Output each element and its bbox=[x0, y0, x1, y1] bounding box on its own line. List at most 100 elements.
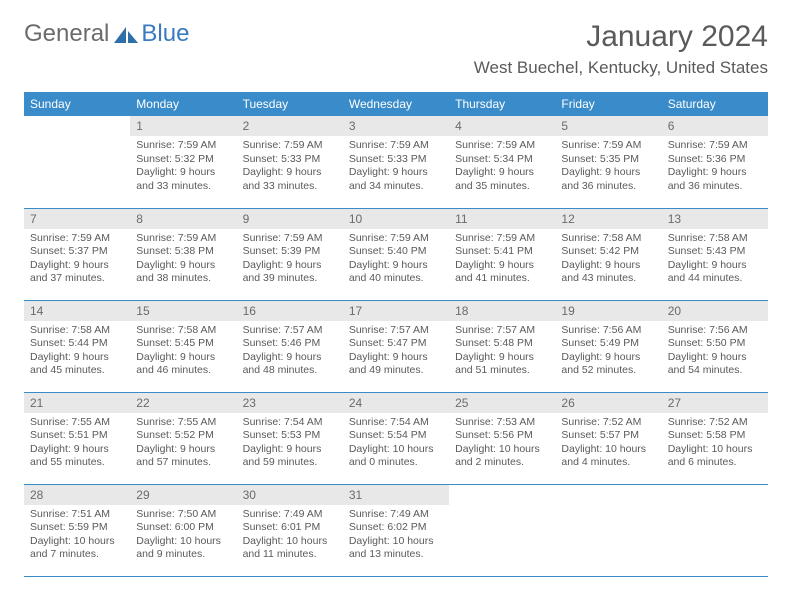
sunset-text: Sunset: 5:52 PM bbox=[136, 429, 230, 443]
day-number: 15 bbox=[130, 301, 236, 321]
day-details: Sunrise: 7:51 AMSunset: 5:59 PMDaylight:… bbox=[24, 505, 130, 569]
sunrise-text: Sunrise: 7:59 AM bbox=[136, 139, 230, 153]
day-cell: 22 Sunrise: 7:55 AMSunset: 5:52 PMDayligh… bbox=[130, 392, 236, 484]
day-number: 19 bbox=[555, 301, 661, 321]
day-details: Sunrise: 7:59 AMSunset: 5:33 PMDaylight:… bbox=[237, 136, 343, 200]
day-cell: 31Sunrise: 7:49 AMSunset: 6:02 PMDayligh… bbox=[343, 484, 449, 576]
daylight-text: Daylight: 9 hours and 41 minutes. bbox=[455, 259, 549, 286]
day-cell: 24Sunrise: 7:54 AMSunset: 5:54 PMDayligh… bbox=[343, 392, 449, 484]
sunset-text: Sunset: 5:48 PM bbox=[455, 337, 549, 351]
location: West Buechel, Kentucky, United States bbox=[474, 58, 768, 78]
sunrise-text: Sunrise: 7:57 AM bbox=[243, 324, 337, 338]
calendar-table: SundayMondayTuesdayWednesdayThursdayFrid… bbox=[24, 92, 768, 577]
day-number: 18 bbox=[449, 301, 555, 321]
day-details: Sunrise: 7:58 AMSunset: 5:44 PMDaylight:… bbox=[24, 321, 130, 385]
daylight-text: Daylight: 10 hours and 0 minutes. bbox=[349, 443, 443, 470]
sunset-text: Sunset: 5:58 PM bbox=[668, 429, 762, 443]
day-details: Sunrise: 7:57 AMSunset: 5:48 PMDaylight:… bbox=[449, 321, 555, 385]
table-row: 1Sunrise: 7:59 AMSunset: 5:32 PMDaylight… bbox=[24, 116, 768, 208]
daylight-text: Daylight: 9 hours and 57 minutes. bbox=[136, 443, 230, 470]
daylight-text: Daylight: 9 hours and 46 minutes. bbox=[136, 351, 230, 378]
weekday-header: Friday bbox=[555, 92, 661, 116]
day-number: 5 bbox=[555, 116, 661, 136]
day-cell: 15Sunrise: 7:58 AMSunset: 5:45 PMDayligh… bbox=[130, 300, 236, 392]
empty-cell bbox=[555, 485, 661, 505]
sail-icon bbox=[112, 24, 140, 44]
day-cell bbox=[449, 484, 555, 576]
sunrise-text: Sunrise: 7:55 AM bbox=[30, 416, 124, 430]
day-cell: 8Sunrise: 7:59 AMSunset: 5:38 PMDaylight… bbox=[130, 208, 236, 300]
sunset-text: Sunset: 5:57 PM bbox=[561, 429, 655, 443]
day-cell: 5Sunrise: 7:59 AMSunset: 5:35 PMDaylight… bbox=[555, 116, 661, 208]
sunrise-text: Sunrise: 7:59 AM bbox=[136, 232, 230, 246]
daylight-text: Daylight: 10 hours and 6 minutes. bbox=[668, 443, 762, 470]
daylight-text: Daylight: 9 hours and 36 minutes. bbox=[561, 166, 655, 193]
day-number: 8 bbox=[130, 209, 236, 229]
weekday-header: Wednesday bbox=[343, 92, 449, 116]
day-details: Sunrise: 7:58 AMSunset: 5:45 PMDaylight:… bbox=[130, 321, 236, 385]
sunset-text: Sunset: 5:37 PM bbox=[30, 245, 124, 259]
daylight-text: Daylight: 9 hours and 49 minutes. bbox=[349, 351, 443, 378]
day-number: 9 bbox=[237, 209, 343, 229]
sunset-text: Sunset: 5:47 PM bbox=[349, 337, 443, 351]
daylight-text: Daylight: 9 hours and 36 minutes. bbox=[668, 166, 762, 193]
day-cell: 1Sunrise: 7:59 AMSunset: 5:32 PMDaylight… bbox=[130, 116, 236, 208]
day-details: Sunrise: 7:56 AMSunset: 5:49 PMDaylight:… bbox=[555, 321, 661, 385]
sunset-text: Sunset: 5:45 PM bbox=[136, 337, 230, 351]
sunset-text: Sunset: 6:01 PM bbox=[243, 521, 337, 535]
sunrise-text: Sunrise: 7:53 AM bbox=[455, 416, 549, 430]
day-cell bbox=[662, 484, 768, 576]
daylight-text: Daylight: 9 hours and 35 minutes. bbox=[455, 166, 549, 193]
daylight-text: Daylight: 9 hours and 55 minutes. bbox=[30, 443, 124, 470]
sunrise-text: Sunrise: 7:59 AM bbox=[349, 139, 443, 153]
day-cell: 17Sunrise: 7:57 AMSunset: 5:47 PMDayligh… bbox=[343, 300, 449, 392]
sunset-text: Sunset: 5:39 PM bbox=[243, 245, 337, 259]
day-cell: 19Sunrise: 7:56 AMSunset: 5:49 PMDayligh… bbox=[555, 300, 661, 392]
weekday-header: Sunday bbox=[24, 92, 130, 116]
day-cell: 16Sunrise: 7:57 AMSunset: 5:46 PMDayligh… bbox=[237, 300, 343, 392]
day-number: 1 bbox=[130, 116, 236, 136]
sunrise-text: Sunrise: 7:52 AM bbox=[668, 416, 762, 430]
daylight-text: Daylight: 9 hours and 33 minutes. bbox=[243, 166, 337, 193]
table-row: 28Sunrise: 7:51 AMSunset: 5:59 PMDayligh… bbox=[24, 484, 768, 576]
daylight-text: Daylight: 10 hours and 2 minutes. bbox=[455, 443, 549, 470]
sunrise-text: Sunrise: 7:51 AM bbox=[30, 508, 124, 522]
sunset-text: Sunset: 5:53 PM bbox=[243, 429, 337, 443]
sunrise-text: Sunrise: 7:50 AM bbox=[136, 508, 230, 522]
sunset-text: Sunset: 5:42 PM bbox=[561, 245, 655, 259]
daylight-text: Daylight: 10 hours and 11 minutes. bbox=[243, 535, 337, 562]
day-number: 14 bbox=[24, 301, 130, 321]
day-details: Sunrise: 7:49 AMSunset: 6:02 PMDaylight:… bbox=[343, 505, 449, 569]
sunrise-text: Sunrise: 7:55 AM bbox=[136, 416, 230, 430]
day-number: 23 bbox=[237, 393, 343, 413]
day-number: 29 bbox=[130, 485, 236, 505]
day-cell: 21Sunrise: 7:55 AMSunset: 5:51 PMDayligh… bbox=[24, 392, 130, 484]
sunrise-text: Sunrise: 7:57 AM bbox=[455, 324, 549, 338]
sunrise-text: Sunrise: 7:58 AM bbox=[136, 324, 230, 338]
daylight-text: Daylight: 9 hours and 45 minutes. bbox=[30, 351, 124, 378]
day-number: 2 bbox=[237, 116, 343, 136]
day-details: Sunrise: 7:52 AMSunset: 5:57 PMDaylight:… bbox=[555, 413, 661, 477]
calendar-head: SundayMondayTuesdayWednesdayThursdayFrid… bbox=[24, 92, 768, 116]
sunset-text: Sunset: 5:56 PM bbox=[455, 429, 549, 443]
day-cell: 11Sunrise: 7:59 AMSunset: 5:41 PMDayligh… bbox=[449, 208, 555, 300]
sunrise-text: Sunrise: 7:52 AM bbox=[561, 416, 655, 430]
day-cell bbox=[24, 116, 130, 208]
sunrise-text: Sunrise: 7:49 AM bbox=[349, 508, 443, 522]
sunset-text: Sunset: 5:34 PM bbox=[455, 153, 549, 167]
sunset-text: Sunset: 5:51 PM bbox=[30, 429, 124, 443]
day-number: 22 bbox=[130, 393, 236, 413]
daylight-text: Daylight: 9 hours and 34 minutes. bbox=[349, 166, 443, 193]
sunrise-text: Sunrise: 7:58 AM bbox=[668, 232, 762, 246]
daylight-text: Daylight: 9 hours and 40 minutes. bbox=[349, 259, 443, 286]
daylight-text: Daylight: 10 hours and 4 minutes. bbox=[561, 443, 655, 470]
sunset-text: Sunset: 5:35 PM bbox=[561, 153, 655, 167]
daylight-text: Daylight: 9 hours and 48 minutes. bbox=[243, 351, 337, 378]
weekday-header: Tuesday bbox=[237, 92, 343, 116]
daylight-text: Daylight: 9 hours and 43 minutes. bbox=[561, 259, 655, 286]
month-title: January 2024 bbox=[474, 20, 768, 54]
day-details: Sunrise: 7:59 AMSunset: 5:34 PMDaylight:… bbox=[449, 136, 555, 200]
header: General Blue January 2024 West Buechel, … bbox=[24, 20, 768, 78]
daylight-text: Daylight: 9 hours and 38 minutes. bbox=[136, 259, 230, 286]
empty-cell bbox=[24, 116, 130, 136]
